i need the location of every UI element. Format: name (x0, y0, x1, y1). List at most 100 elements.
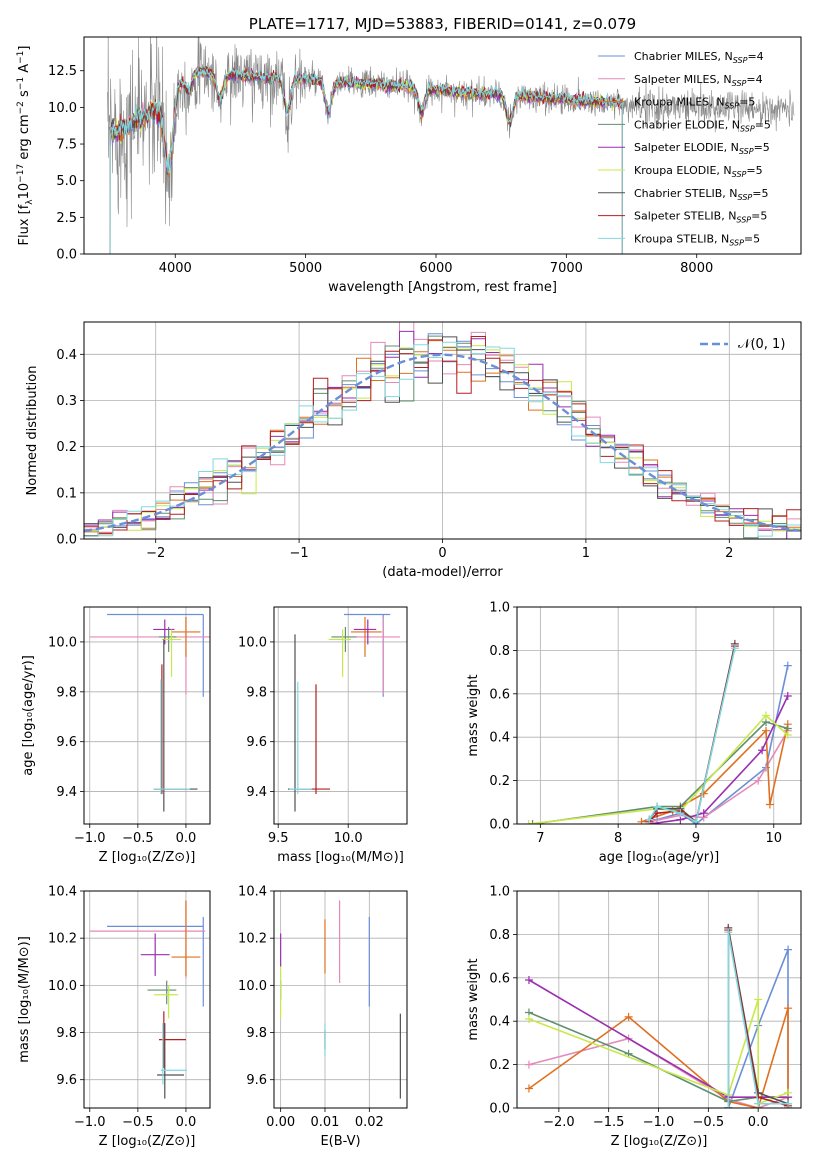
y-tick-label: 9.6 (246, 1073, 267, 1088)
x-axis-label: mass [log₁₀(M/M⊙)] (277, 850, 404, 865)
x-tick-label: 6000 (419, 261, 452, 276)
legend-n-value: =5 (744, 232, 760, 245)
legend-entry-kroupa_miles: Kroupa MILES, NSSP=5 (634, 96, 755, 111)
legend-subscript: SSP (724, 102, 739, 111)
legend-subscript: SSP (732, 170, 747, 179)
legend-label: Salpeter STELIB, N (634, 210, 736, 223)
x-tick-label: 1 (582, 546, 590, 561)
x-tick-label: 4000 (159, 261, 192, 276)
y-tick-label: 12.5 (48, 64, 77, 79)
legend-entry-kroupa_elodie: Kroupa ELODIE, NSSP=5 (634, 164, 763, 179)
y-tick-label: 7.5 (56, 138, 77, 153)
errorbar-point-kroupa_elodie (328, 629, 351, 677)
x-tick-label: 10 (765, 831, 782, 846)
data-marker (724, 928, 733, 937)
series-line-salpeter_elodie (528, 979, 788, 1098)
y-axis-label: mass [log₁₀(M/M⊙)] (17, 936, 32, 1063)
x-tick-label: 9.5 (268, 831, 289, 846)
x-tick-label: 7 (536, 831, 544, 846)
y-tick-label: 9.6 (246, 735, 267, 750)
data-marker (784, 1088, 793, 1097)
legend-subscript: SSP (740, 124, 755, 133)
x-tick-label: 0.01 (311, 1115, 340, 1130)
axes-frame (83, 890, 211, 1109)
data-marker (754, 995, 763, 1004)
y-axis-label-part: −1 (16, 51, 26, 64)
data-marker (653, 802, 662, 811)
legend-n-value: =5 (755, 118, 771, 131)
y-tick-label: 0.6 (489, 971, 510, 986)
y-tick-label: 9.6 (56, 1073, 77, 1088)
legend-label: Salpeter MILES, N (634, 73, 732, 86)
y-tick-label: 2.5 (56, 211, 77, 226)
legend-subscript: SSP (729, 238, 744, 247)
data-marker (730, 644, 739, 653)
data-marker (754, 1099, 763, 1108)
errorbar-point-salpeter_miles (355, 616, 400, 695)
y-axis-label-part: λ (25, 199, 35, 205)
y-tick-label: 0.0 (489, 1102, 510, 1117)
y-tick-label: 9.6 (56, 735, 77, 750)
legend-label: Kroupa ELODIE, N (634, 164, 732, 177)
errorbar-point-salpeter_miles (89, 616, 210, 695)
data-marker (528, 820, 537, 824)
y-axis-label-part: ] (17, 46, 32, 51)
errorbar-point-salpeter_stelib (159, 1011, 186, 1068)
axes-frame (516, 606, 802, 825)
y-tick-label: 9.8 (246, 685, 267, 700)
y-tick-label: 10.0 (238, 979, 267, 994)
errorbar-point-kroupa_elodie (161, 629, 182, 677)
data-marker (691, 817, 700, 824)
x-tick-label: 0.00 (266, 1115, 295, 1130)
plot-area-residuals (84, 322, 801, 539)
data-marker (645, 815, 654, 824)
data-marker (699, 809, 708, 818)
x-tick-label: −0.5 (122, 831, 154, 846)
panel-age_vs_Z: −1.0 −0.5 0.0 9.4 9.6 9.8 10.0 Z [log₁₀(Z/Z⊙)] a… (21, 606, 211, 865)
data-marker (637, 817, 646, 824)
errorbar-point-salpeter_miles (89, 900, 206, 979)
y-tick-label: 10.0 (238, 635, 267, 650)
data-marker (783, 691, 792, 700)
x-tick-label: 0.0 (176, 831, 197, 846)
x-tick-label: −1.0 (74, 1115, 106, 1130)
y-tick-label: 9.4 (246, 785, 267, 800)
errorbar-point-chabrier_stelib (157, 1023, 185, 1099)
y-tick-label: 0.2 (489, 774, 510, 789)
x-tick-label: 8000 (680, 261, 713, 276)
data-marker (624, 1012, 633, 1021)
data-marker (699, 789, 708, 798)
legend-n-value: =5 (751, 210, 767, 223)
panel-residuals: −2 −1 0 1 2 0.0 0.1 0.2 0.3 0.4 (data-model)/error… (25, 321, 802, 580)
x-tick-label: 0.0 (176, 1115, 197, 1130)
x-axis-label: (data-model)/error (382, 565, 503, 580)
panel-spectrum: 4000 5000 6000 7000 8000 0.0 2.5 5.0 7.5 10.0 12.5… (16, 15, 802, 295)
plot-area-spectrum (107, 37, 795, 254)
series-line-kroupa_stelib (727, 932, 788, 1108)
model-spectrum-kroupa_stelib (109, 67, 623, 254)
legend-entry-salpeter_stelib: Salpeter STELIB, NSSP=5 (634, 210, 767, 225)
legend-subscript: SSP (733, 56, 748, 65)
data-marker (524, 1060, 533, 1069)
plot-area-mass_vs_Z (84, 891, 210, 1108)
y-axis-label-part: s (17, 90, 32, 101)
y-axis-label: mass weight (466, 674, 481, 756)
y-axis-label-part: Flux [f (17, 204, 32, 245)
legend-subscript: SSP (738, 193, 753, 202)
y-axis-label-part: 10 (17, 183, 32, 200)
x-tick-label: 8 (614, 831, 622, 846)
normal-curve (84, 353, 799, 533)
axes-frame (516, 890, 802, 1109)
data-marker (761, 726, 770, 735)
legend-entry-chabrier_elodie: Chabrier ELODIE, NSSP=5 (634, 118, 771, 133)
y-axis-label: mass weight (466, 958, 481, 1040)
legend-label: Salpeter ELODIE, N (634, 141, 739, 154)
errorbar-point-kroupa_stelib (160, 1023, 187, 1085)
series-chabrier_elodie (528, 718, 792, 824)
x-tick-label: 0 (438, 546, 446, 561)
errorbar-point-kroupa_elodie (154, 985, 179, 1019)
y-tick-label: 0.2 (56, 440, 77, 455)
y-tick-label: 10.0 (48, 635, 77, 650)
errorbar-point-salpeter_elodie (353, 619, 377, 645)
legend-entry-chabrier_stelib: Chabrier STELIB, NSSP=5 (634, 187, 768, 202)
